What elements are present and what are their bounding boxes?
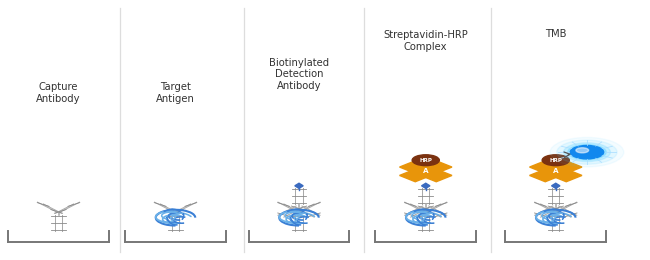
Polygon shape	[400, 161, 452, 182]
Polygon shape	[530, 161, 582, 182]
Circle shape	[567, 145, 606, 160]
Text: A: A	[553, 168, 558, 174]
Polygon shape	[552, 183, 560, 188]
Circle shape	[413, 166, 438, 176]
Circle shape	[570, 146, 604, 159]
Text: HRP: HRP	[549, 158, 562, 163]
Text: Capture
Antibody: Capture Antibody	[36, 82, 81, 104]
Text: A: A	[423, 168, 428, 174]
Circle shape	[412, 155, 439, 166]
Text: HRP: HRP	[419, 158, 432, 163]
Text: Target
Antigen: Target Antigen	[156, 82, 195, 104]
Text: Biotinylated
Detection
Antibody: Biotinylated Detection Antibody	[269, 58, 329, 91]
Polygon shape	[422, 183, 430, 188]
Circle shape	[564, 143, 610, 161]
Polygon shape	[400, 161, 452, 182]
Circle shape	[542, 155, 569, 166]
Circle shape	[550, 138, 624, 167]
Circle shape	[557, 140, 617, 164]
Circle shape	[543, 166, 568, 176]
Text: TMB: TMB	[545, 29, 567, 39]
Polygon shape	[530, 161, 582, 182]
Circle shape	[576, 148, 589, 153]
Polygon shape	[295, 183, 303, 188]
Text: Streptavidin-HRP
Complex: Streptavidin-HRP Complex	[384, 30, 468, 52]
